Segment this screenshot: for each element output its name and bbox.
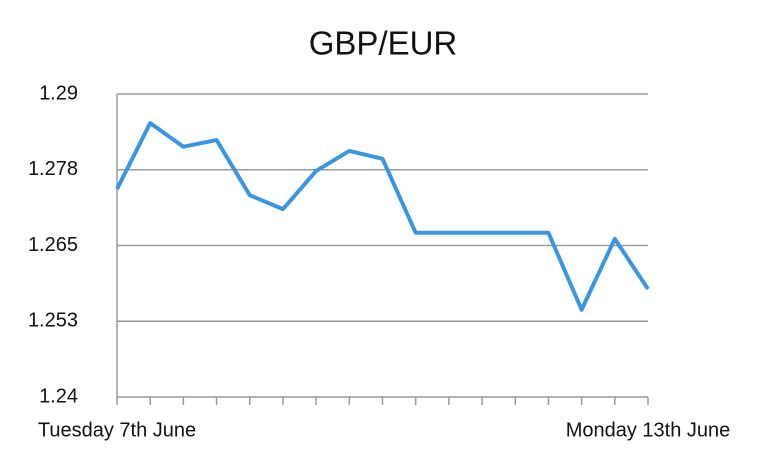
chart-title: GBP/EUR (309, 25, 458, 62)
y-tick-label: 1.278 (28, 158, 78, 180)
y-tick-label: 1.265 (28, 234, 78, 256)
x-tick-label: Monday 13th June (566, 419, 731, 441)
x-tick-label: Tuesday 7th June (38, 419, 196, 441)
y-tick-label: 1.24 (39, 385, 78, 407)
y-tick-label: 1.253 (28, 310, 78, 332)
y-tick-label: 1.29 (39, 82, 78, 104)
line-series (115, 121, 650, 312)
